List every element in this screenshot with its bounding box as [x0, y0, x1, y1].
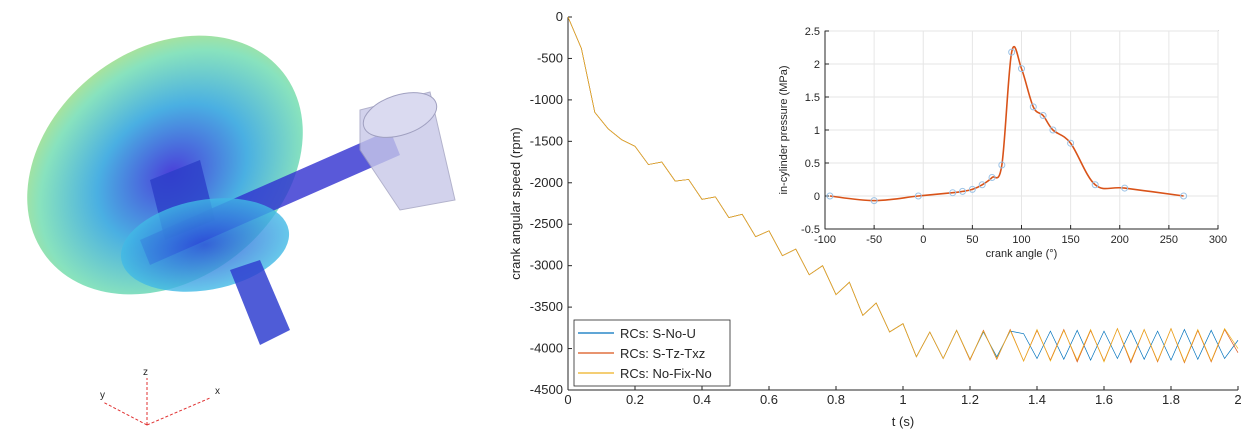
- y-axis-label: in-cylinder pressure (MPa): [778, 66, 790, 195]
- data-marker: [1018, 65, 1025, 73]
- y-tick-label: -1500: [530, 133, 563, 148]
- x-tick-label: 1: [899, 392, 906, 407]
- x-tick-label: 0.6: [760, 392, 778, 407]
- data-marker: [1180, 192, 1188, 200]
- axis-label-y: y: [100, 390, 105, 401]
- series-line: [567, 16, 1239, 363]
- y-tick-label: -500: [537, 50, 563, 65]
- data-marker: [1039, 111, 1047, 119]
- data-marker: [1121, 184, 1129, 192]
- x-axis-label: t (s): [892, 414, 914, 429]
- y-tick-label: 1: [814, 125, 820, 137]
- y-tick-label: 0: [556, 9, 563, 24]
- x-axis-label: crank angle (°): [986, 248, 1058, 260]
- x-tick-label: 0.2: [626, 392, 644, 407]
- legend-label: RCs: No-Fix-No: [620, 366, 712, 381]
- x-tick-label: 50: [966, 234, 978, 246]
- x-tick-label: 0: [564, 392, 571, 407]
- x-tick-label: 1.2: [961, 392, 979, 407]
- x-tick-label: 100: [1012, 234, 1030, 246]
- data-marker: [949, 189, 957, 197]
- y-tick-label: 2.5: [805, 26, 820, 38]
- legend-label: RCs: S-No-U: [620, 326, 696, 341]
- y-tick-label: -4000: [530, 341, 563, 356]
- x-tick-label: 0.8: [827, 392, 845, 407]
- data-marker: [1029, 103, 1037, 111]
- y-tick-label: -2000: [530, 175, 563, 190]
- render-axes: [102, 378, 211, 426]
- data-marker: [1067, 139, 1075, 147]
- data-marker: [1091, 181, 1099, 189]
- x-tick-label: 200: [1111, 234, 1129, 246]
- y-tick-label: 0: [814, 191, 820, 203]
- y-tick-label: 1.5: [805, 92, 820, 104]
- y-tick-label: -4500: [530, 382, 563, 397]
- y-tick-label: -0.5: [801, 224, 820, 236]
- x-tick-label: 2: [1234, 392, 1241, 407]
- data-marker: [870, 197, 878, 205]
- engine-render: [27, 35, 456, 345]
- x-tick-label: 0: [920, 234, 926, 246]
- y-tick-label: 2: [814, 59, 820, 71]
- data-marker: [959, 187, 967, 195]
- data-marker: [826, 192, 834, 200]
- data-marker: [1008, 48, 1016, 56]
- axis-label-x: x: [215, 386, 220, 397]
- y-tick-label: -2500: [530, 216, 563, 231]
- x-tick-label: -50: [866, 234, 882, 246]
- legend-box: [573, 319, 731, 387]
- x-tick-label: 150: [1061, 234, 1079, 246]
- legend-label: RCs: S-Tz-Txz: [620, 346, 705, 361]
- x-tick-label: 0.4: [693, 392, 711, 407]
- y-axis-label: crank angular speed (rpm): [508, 127, 523, 279]
- x-tick-label: -100: [814, 234, 836, 246]
- y-tick-label: -3000: [530, 258, 563, 273]
- x-tick-label: 1.6: [1095, 392, 1113, 407]
- data-marker: [988, 174, 996, 182]
- axis-label-z: z: [143, 367, 148, 378]
- data-marker: [968, 185, 976, 193]
- x-tick-label: 1.8: [1162, 392, 1180, 407]
- y-tick-label: -1000: [530, 92, 563, 107]
- data-marker: [998, 161, 1006, 169]
- data-marker: [1049, 126, 1057, 134]
- data-marker: [914, 192, 922, 200]
- y-tick-label: -3500: [530, 299, 563, 314]
- series-line: [829, 45, 1184, 202]
- data-marker: [978, 181, 986, 189]
- x-tick-label: 300: [1209, 234, 1227, 246]
- x-tick-label: 1.4: [1028, 392, 1046, 407]
- x-tick-label: 250: [1160, 234, 1178, 246]
- y-tick-label: 0.5: [805, 158, 820, 170]
